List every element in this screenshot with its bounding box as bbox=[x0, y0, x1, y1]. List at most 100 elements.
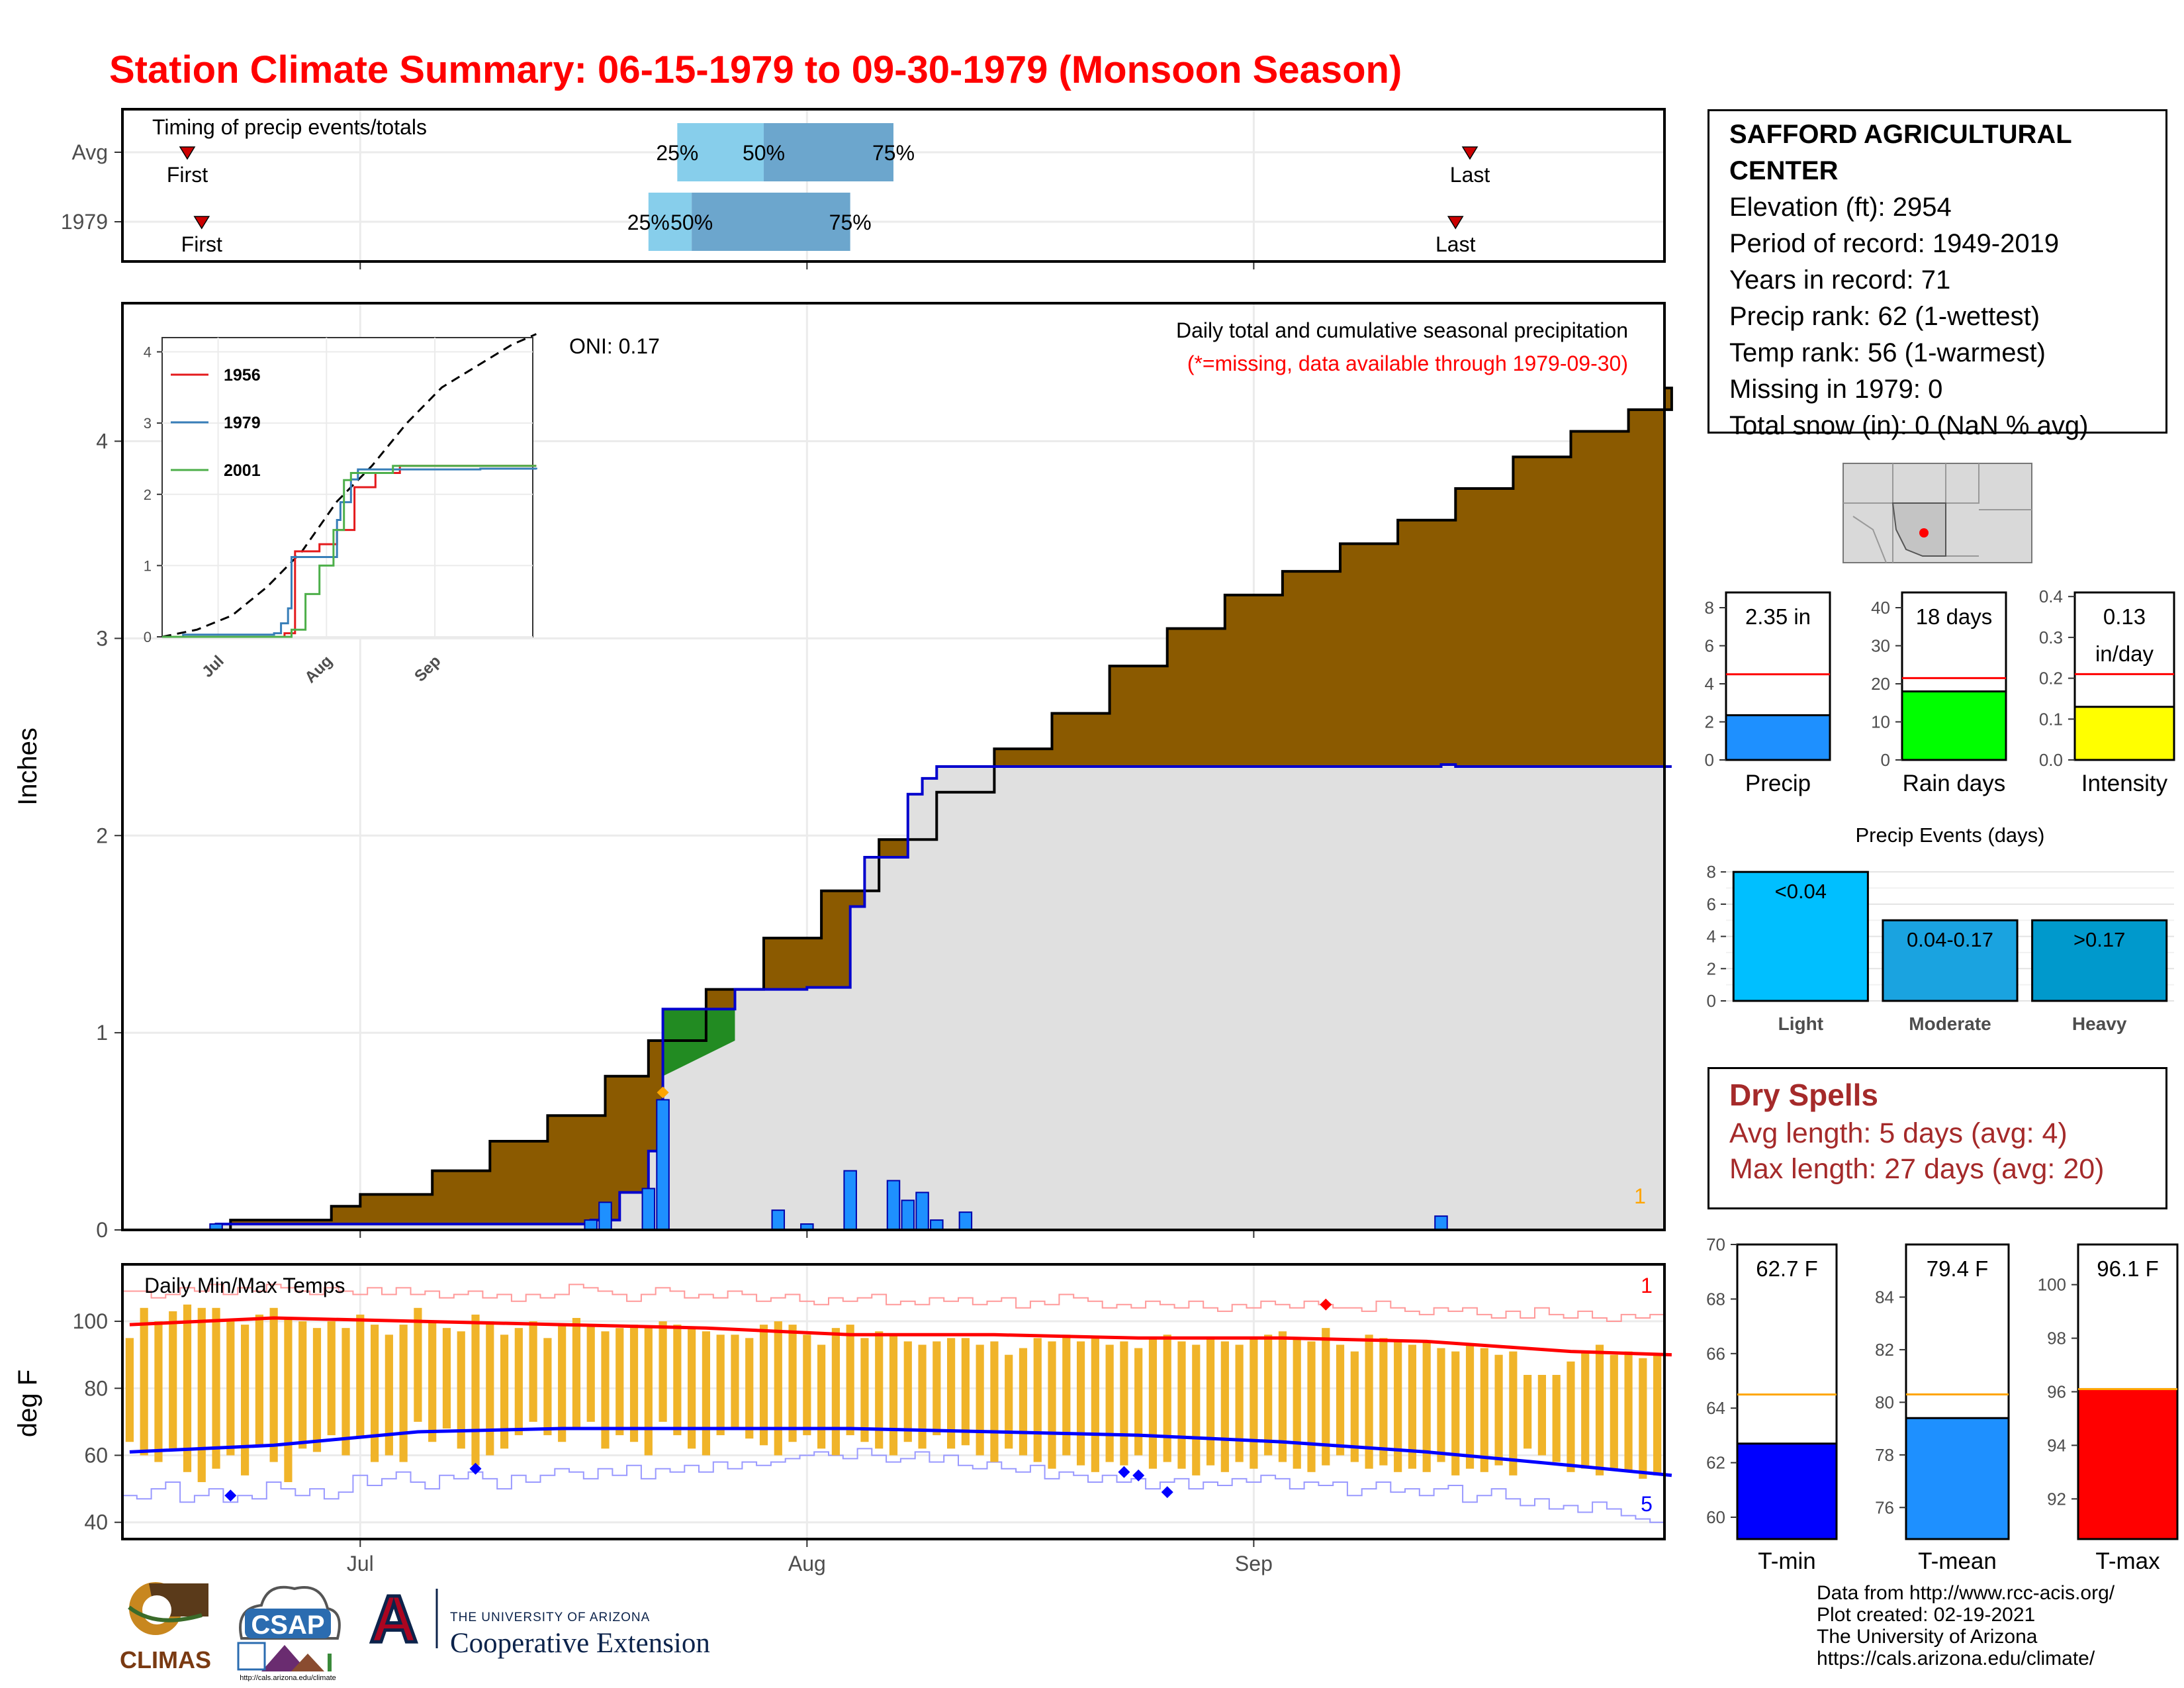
daily-temp-bar bbox=[629, 1325, 639, 1442]
daily-precip-bar bbox=[771, 1209, 786, 1231]
summary-y-tick-label: 100 bbox=[2038, 1275, 2066, 1295]
daily-temp-bar bbox=[889, 1335, 898, 1456]
daily-temp-bar bbox=[1379, 1338, 1388, 1466]
daily-temp-bar bbox=[1005, 1354, 1013, 1449]
summary-value-label: 62.7 F bbox=[1756, 1256, 1818, 1281]
daily-temp-bar bbox=[1062, 1335, 1071, 1456]
daily-temp-bar bbox=[1076, 1341, 1085, 1466]
event-bar-label: <0.04 bbox=[1775, 880, 1827, 903]
summary-y-tick-label: 0.3 bbox=[2039, 628, 2063, 647]
daily-temp-bar bbox=[1220, 1341, 1229, 1472]
surplus-area bbox=[662, 1009, 735, 1076]
daily-temp-bar bbox=[1595, 1344, 1604, 1476]
inset-legend-label: 1956 bbox=[224, 366, 261, 385]
daily-temp-bar bbox=[471, 1314, 480, 1466]
daily-temp-bar bbox=[731, 1335, 739, 1429]
daily-temp-bar bbox=[788, 1325, 797, 1442]
event-bar bbox=[1732, 870, 1869, 1002]
daily-temp-bar bbox=[140, 1307, 148, 1456]
daily-precip-bar bbox=[584, 1219, 598, 1231]
avg-tmax-line bbox=[129, 1316, 1672, 1357]
daily-temp-bar bbox=[1422, 1341, 1431, 1472]
daily-temp-bar bbox=[414, 1307, 422, 1422]
record-low-marker bbox=[224, 1489, 237, 1502]
events-y-tick-label: 6 bbox=[1707, 894, 1716, 914]
summary-y-tick-label: 96 bbox=[2047, 1382, 2066, 1402]
summary-y-tick-label: 0.4 bbox=[2039, 586, 2063, 606]
summary-category-label: T-min bbox=[1758, 1548, 1816, 1574]
daily-temp-bar bbox=[125, 1338, 134, 1442]
daily-temp-bar bbox=[1624, 1351, 1633, 1472]
inset-y-tick-label: 0 bbox=[144, 629, 152, 645]
daily-temp-bar bbox=[255, 1314, 263, 1446]
record-low-marker bbox=[1118, 1466, 1130, 1478]
summary-y-tick-label: 64 bbox=[1706, 1398, 1725, 1418]
summary-y-tick-label: 2 bbox=[1705, 712, 1714, 732]
summary-value-label: in/day bbox=[2095, 641, 2154, 666]
avg-tmin-line bbox=[129, 1427, 1672, 1477]
daily-temp-bar bbox=[875, 1331, 884, 1449]
daily-temp-bar bbox=[1639, 1358, 1647, 1479]
daily-temp-bar bbox=[183, 1304, 192, 1472]
summary-value-label: 2.35 in bbox=[1745, 604, 1811, 629]
events-y-tick-label: 8 bbox=[1707, 862, 1716, 882]
summary-y-tick-label: 0.2 bbox=[2039, 669, 2063, 688]
summary-y-tick-label: 66 bbox=[1706, 1344, 1725, 1364]
timing-title: Timing of precip events/totals bbox=[152, 115, 427, 139]
ua-extension-text: Cooperative Extension bbox=[450, 1628, 710, 1659]
timing-p25-label: 25% bbox=[656, 141, 698, 165]
summary-y-tick-label: 6 bbox=[1705, 636, 1714, 656]
summary-category-label: T-max bbox=[2095, 1548, 2160, 1574]
dry-spells-title: Dry Spells bbox=[1729, 1078, 1878, 1112]
precip-title: Daily total and cumulative seasonal prec… bbox=[1176, 318, 1628, 342]
temp-y-tick-label: 60 bbox=[84, 1443, 108, 1467]
event-category-label: Moderate bbox=[1909, 1013, 1991, 1034]
daily-temp-bar bbox=[341, 1328, 350, 1456]
daily-temp-bar bbox=[543, 1338, 552, 1436]
timing-bar-25-50 bbox=[648, 193, 692, 251]
summary-y-tick-label: 20 bbox=[1871, 674, 1890, 694]
events-title: Precip Events (days) bbox=[1856, 823, 2045, 847]
precip-y-tick-label: 1 bbox=[96, 1021, 108, 1045]
inset-y-tick-label: 3 bbox=[144, 415, 152, 432]
daily-temp-bar bbox=[240, 1325, 250, 1476]
summary-bar bbox=[2077, 1387, 2179, 1540]
record-high-marker bbox=[1320, 1298, 1332, 1311]
summary-y-tick-label: 40 bbox=[1871, 598, 1890, 618]
daily-temp-bar bbox=[846, 1325, 854, 1436]
summary-bar bbox=[1901, 690, 2007, 761]
daily-precip-bar bbox=[843, 1170, 857, 1231]
station-location-marker bbox=[1919, 528, 1929, 538]
daily-temp-bar bbox=[1235, 1344, 1244, 1462]
event-bar bbox=[2031, 919, 2168, 1002]
climas-logo: CLIMAS bbox=[120, 1582, 211, 1673]
summary-y-tick-label: 82 bbox=[1875, 1340, 1894, 1360]
daily-temp-bar bbox=[745, 1338, 754, 1439]
station-elevation: Elevation (ft): 2954 bbox=[1729, 193, 1952, 222]
precip-y-tick-label: 4 bbox=[96, 430, 108, 453]
daily-temp-bar bbox=[1134, 1348, 1143, 1456]
precip-y-tick-label: 2 bbox=[96, 823, 108, 847]
timing-p25-label: 25% bbox=[627, 211, 670, 234]
daily-temp-bar bbox=[428, 1321, 437, 1442]
daily-temp-bar bbox=[1480, 1348, 1488, 1472]
daily-precip-bar bbox=[641, 1188, 656, 1231]
daily-precip-bar bbox=[901, 1199, 915, 1231]
credits: Data from http://www.rcc-acis.org/ Plot … bbox=[1817, 1582, 2115, 1669]
daily-temp-bar bbox=[558, 1325, 567, 1442]
summary-y-tick-label: 76 bbox=[1875, 1497, 1894, 1517]
timing-bar-50-75 bbox=[692, 193, 850, 251]
temp-frame bbox=[121, 1263, 1666, 1540]
daily-temp-bar bbox=[370, 1325, 379, 1462]
summary-y-tick-label: 60 bbox=[1706, 1507, 1725, 1527]
daily-temp-bar bbox=[1048, 1341, 1056, 1469]
daily-temp-bar bbox=[1567, 1361, 1575, 1472]
record-high-count: 1 bbox=[1641, 1274, 1653, 1297]
daily-temp-bar bbox=[312, 1328, 322, 1452]
inset-legend-label: 2001 bbox=[224, 461, 261, 480]
timing-p75-label: 75% bbox=[829, 211, 872, 234]
page-title: Station Climate Summary: 06-15-1979 to 0… bbox=[109, 48, 1402, 91]
summary-y-tick-label: 8 bbox=[1705, 598, 1714, 618]
